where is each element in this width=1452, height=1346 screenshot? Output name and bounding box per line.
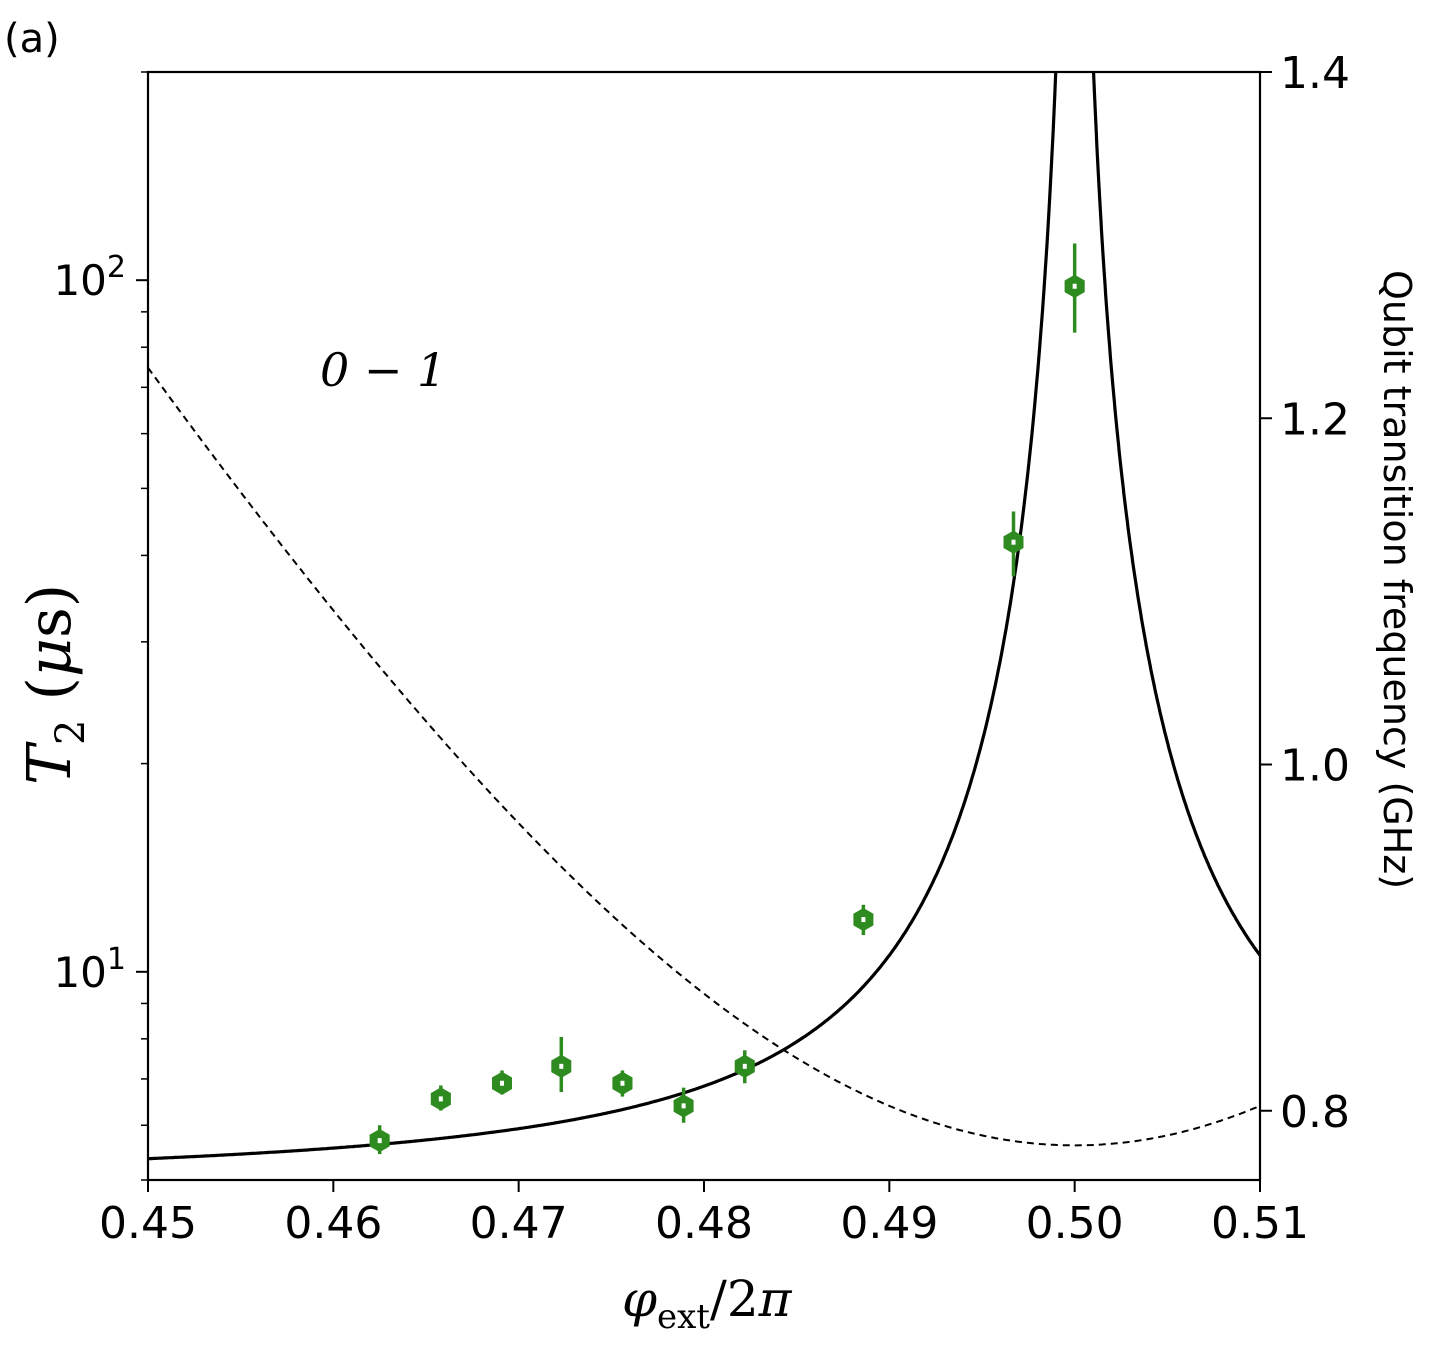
y-right-tick-label: 1.0 <box>1280 741 1350 792</box>
x-tick-label: 0.50 <box>1026 1198 1124 1249</box>
y-left-tick-label: 102 <box>53 250 126 305</box>
plot-frame <box>146 70 1262 1182</box>
x-tick-label: 0.47 <box>470 1198 568 1249</box>
t2-data-point-center <box>377 1138 382 1144</box>
t2-data-point-center <box>861 917 866 923</box>
x-tick-label: 0.51 <box>1211 1198 1309 1249</box>
y-right-axis-label: Qubit transition frequency (GHz) <box>1375 270 1419 889</box>
data-points-layer <box>369 243 1085 1155</box>
panel-label: (a) <box>4 16 60 62</box>
x-axis-label: φext/2π <box>622 1270 793 1337</box>
t2-data-point-center <box>681 1103 686 1109</box>
y-right-tick-label: 1.4 <box>1280 48 1350 99</box>
t2-data-point-center <box>499 1080 504 1086</box>
x-tick-label: 0.45 <box>99 1198 197 1249</box>
t2-data-point-center <box>438 1096 443 1102</box>
transition-frequency-curve <box>148 367 1260 1147</box>
y-left-tick-label: 101 <box>53 942 126 997</box>
y-right-tick-label: 1.2 <box>1280 394 1350 445</box>
t2-data-point-center <box>742 1063 747 1069</box>
transition-annotation: 0 − 1 <box>320 343 446 397</box>
x-tick-label: 0.48 <box>655 1198 753 1249</box>
t2-data-point-center <box>620 1080 625 1086</box>
y-right-axis-ticks: 0.8 1.0 1.2 1.4 <box>1260 48 1350 1138</box>
x-axis-ticks: 0.45 0.46 0.47 0.48 0.49 0.50 0.51 <box>99 1180 1309 1249</box>
t2-data-point-center <box>1072 283 1077 289</box>
x-tick-label: 0.49 <box>840 1198 938 1249</box>
y-left-axis-ticks: 101 102 <box>53 71 148 1181</box>
curves-layer <box>148 72 1260 1161</box>
t2-data-point-center <box>1011 539 1016 545</box>
t2-model-curve-left <box>148 72 1058 1161</box>
y-right-tick-label: 0.8 <box>1280 1087 1350 1138</box>
y-left-axis-label: T2 (μs) <box>15 584 94 785</box>
t2-data-point-center <box>559 1063 564 1069</box>
x-tick-label: 0.46 <box>284 1198 382 1249</box>
t2-model-curve-right <box>1091 72 1260 957</box>
